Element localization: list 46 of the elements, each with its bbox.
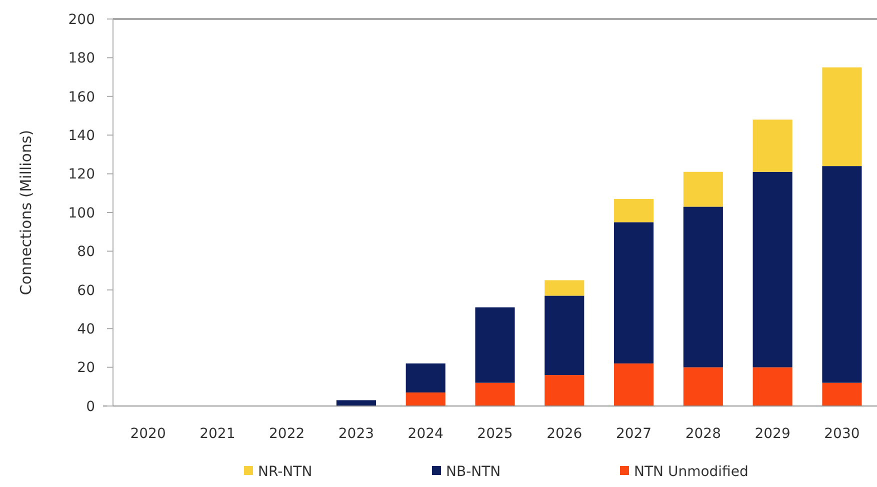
bar — [683, 206, 723, 368]
y-tick-label: 180 — [68, 50, 95, 67]
bar — [752, 172, 792, 368]
bar — [544, 296, 584, 376]
y-axis-title: Connections (Millions) — [17, 130, 35, 296]
x-tick-label: 2025 — [477, 426, 513, 442]
legend-label: NB-NTN — [446, 464, 501, 480]
bar — [406, 363, 446, 392]
bar — [544, 375, 584, 406]
bar — [822, 382, 862, 406]
bar — [475, 382, 515, 406]
bar — [822, 166, 862, 383]
bar — [544, 280, 584, 296]
x-tick-label: 2021 — [200, 426, 236, 442]
y-tick-label: 80 — [77, 244, 95, 260]
y-tick-label: 140 — [68, 128, 95, 144]
x-tick-label: 2023 — [338, 426, 374, 442]
x-tick-label: 2029 — [754, 426, 790, 442]
y-tick-label: 60 — [77, 282, 95, 299]
bar — [752, 120, 792, 172]
bar — [614, 363, 654, 406]
bar — [822, 67, 862, 166]
y-tick-label: 20 — [77, 360, 95, 376]
y-tick-label: 120 — [68, 166, 95, 183]
bar — [752, 367, 792, 406]
y-tick-label: 100 — [68, 205, 95, 222]
bar — [475, 307, 515, 383]
x-tick-label: 2028 — [685, 426, 721, 442]
legend-label: NR-NTN — [258, 464, 312, 480]
x-tick-label: 2027 — [616, 426, 652, 442]
y-tick-label: 0 — [86, 398, 95, 415]
bar — [406, 392, 446, 406]
bar — [683, 172, 723, 207]
y-tick-label: 40 — [77, 322, 95, 338]
y-tick-label: 160 — [68, 89, 95, 106]
bar — [614, 222, 654, 364]
x-tick-label: 2026 — [546, 426, 582, 442]
x-tick-label: 2020 — [130, 426, 166, 442]
legend-label: NTN Unmodified — [634, 464, 748, 480]
x-tick-label: 2030 — [824, 426, 860, 442]
bar — [336, 400, 376, 406]
y-tick-label: 200 — [68, 12, 95, 28]
x-tick-label: 2024 — [408, 426, 444, 442]
bar — [614, 198, 654, 222]
x-tick-label: 2022 — [269, 426, 305, 442]
bar — [683, 367, 723, 406]
